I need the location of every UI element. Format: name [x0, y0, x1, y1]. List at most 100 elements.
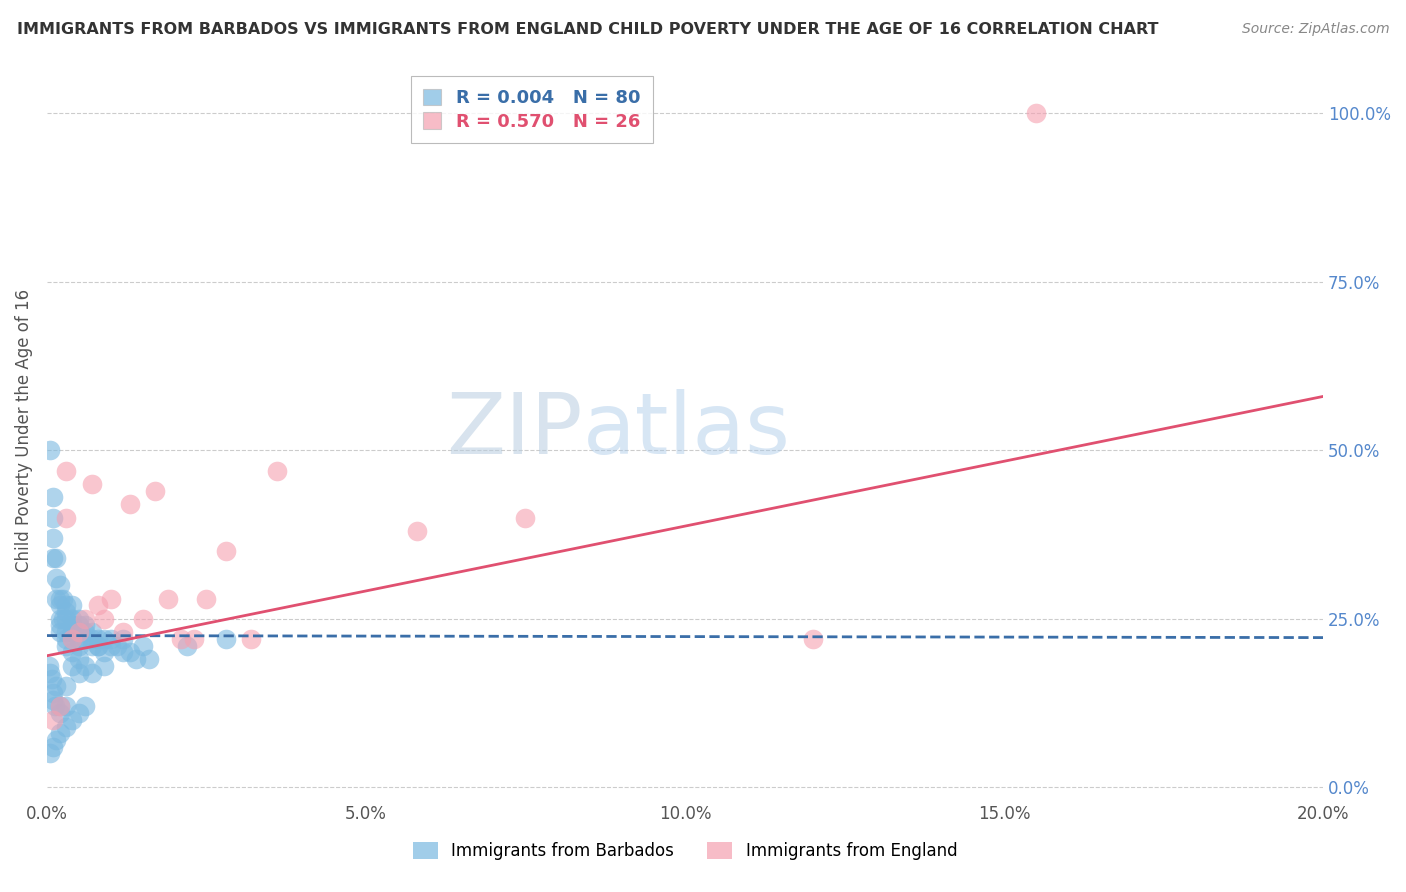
Point [52, 612, 75, 626]
Point [62, 632, 84, 646]
Point [118, 645, 141, 659]
Point [112, 632, 135, 646]
Point [1025, 106, 1047, 120]
Point [67, 652, 90, 666]
Point [112, 625, 135, 640]
Point [42, 531, 65, 545]
Point [87, 639, 110, 653]
Point [125, 652, 148, 666]
Point [48, 612, 70, 626]
Point [67, 618, 90, 632]
Point [39, 443, 62, 458]
Point [87, 632, 110, 646]
Point [55, 612, 77, 626]
Point [67, 706, 90, 720]
Point [406, 524, 429, 538]
Text: atlas: atlas [583, 389, 792, 472]
Point [93, 632, 115, 646]
Point [138, 652, 160, 666]
Point [67, 632, 90, 646]
Point [55, 625, 77, 640]
Point [45, 733, 67, 747]
Point [62, 713, 84, 727]
Point [75, 699, 97, 714]
Point [62, 612, 84, 626]
Point [52, 591, 75, 606]
Point [75, 625, 97, 640]
Point [42, 692, 65, 706]
Point [44, 699, 66, 714]
Point [131, 612, 153, 626]
Point [42, 713, 65, 727]
Point [42, 510, 65, 524]
Point [48, 699, 70, 714]
Point [62, 599, 84, 613]
Point [62, 618, 84, 632]
Point [100, 639, 122, 653]
Point [75, 632, 97, 646]
Point [42, 491, 65, 505]
Point [42, 686, 65, 700]
Text: IMMIGRANTS FROM BARBADOS VS IMMIGRANTS FROM ENGLAND CHILD POVERTY UNDER THE AGE : IMMIGRANTS FROM BARBADOS VS IMMIGRANTS F… [17, 22, 1159, 37]
Point [45, 571, 67, 585]
Point [48, 599, 70, 613]
Point [75, 618, 97, 632]
Point [183, 632, 205, 646]
Text: ZIP: ZIP [447, 389, 583, 472]
Point [80, 639, 103, 653]
Point [240, 632, 263, 646]
Point [80, 632, 103, 646]
Point [55, 605, 77, 619]
Point [48, 726, 70, 740]
Point [801, 632, 824, 646]
Point [45, 591, 67, 606]
Point [48, 591, 70, 606]
Point [67, 625, 90, 640]
Point [55, 719, 77, 733]
Point [38, 659, 60, 673]
Point [55, 699, 77, 714]
Point [62, 645, 84, 659]
Point [45, 551, 67, 566]
Point [112, 645, 135, 659]
Point [80, 625, 103, 640]
Point [39, 747, 62, 761]
Point [93, 659, 115, 673]
Point [157, 591, 180, 606]
Point [55, 679, 77, 693]
Point [80, 665, 103, 680]
Point [39, 665, 62, 680]
Point [214, 544, 236, 558]
Point [93, 645, 115, 659]
Point [48, 699, 70, 714]
Point [195, 591, 218, 606]
Point [145, 483, 167, 498]
Point [100, 591, 122, 606]
Point [100, 632, 122, 646]
Point [55, 510, 77, 524]
Point [55, 463, 77, 477]
Point [266, 463, 288, 477]
Point [55, 639, 77, 653]
Text: Source: ZipAtlas.com: Source: ZipAtlas.com [1241, 22, 1389, 37]
Point [48, 578, 70, 592]
Legend: R = 0.004   N = 80, R = 0.570   N = 26: R = 0.004 N = 80, R = 0.570 N = 26 [411, 76, 652, 144]
Point [67, 625, 90, 640]
Point [48, 706, 70, 720]
Point [131, 639, 153, 653]
Point [176, 639, 198, 653]
Point [45, 679, 67, 693]
Point [515, 510, 537, 524]
Point [75, 659, 97, 673]
Point [214, 632, 236, 646]
Point [41, 673, 63, 687]
Point [42, 739, 65, 754]
Point [105, 639, 128, 653]
Point [48, 618, 70, 632]
Point [118, 497, 141, 511]
Point [87, 599, 110, 613]
Point [67, 612, 90, 626]
Point [62, 659, 84, 673]
Point [55, 632, 77, 646]
Point [87, 639, 110, 653]
